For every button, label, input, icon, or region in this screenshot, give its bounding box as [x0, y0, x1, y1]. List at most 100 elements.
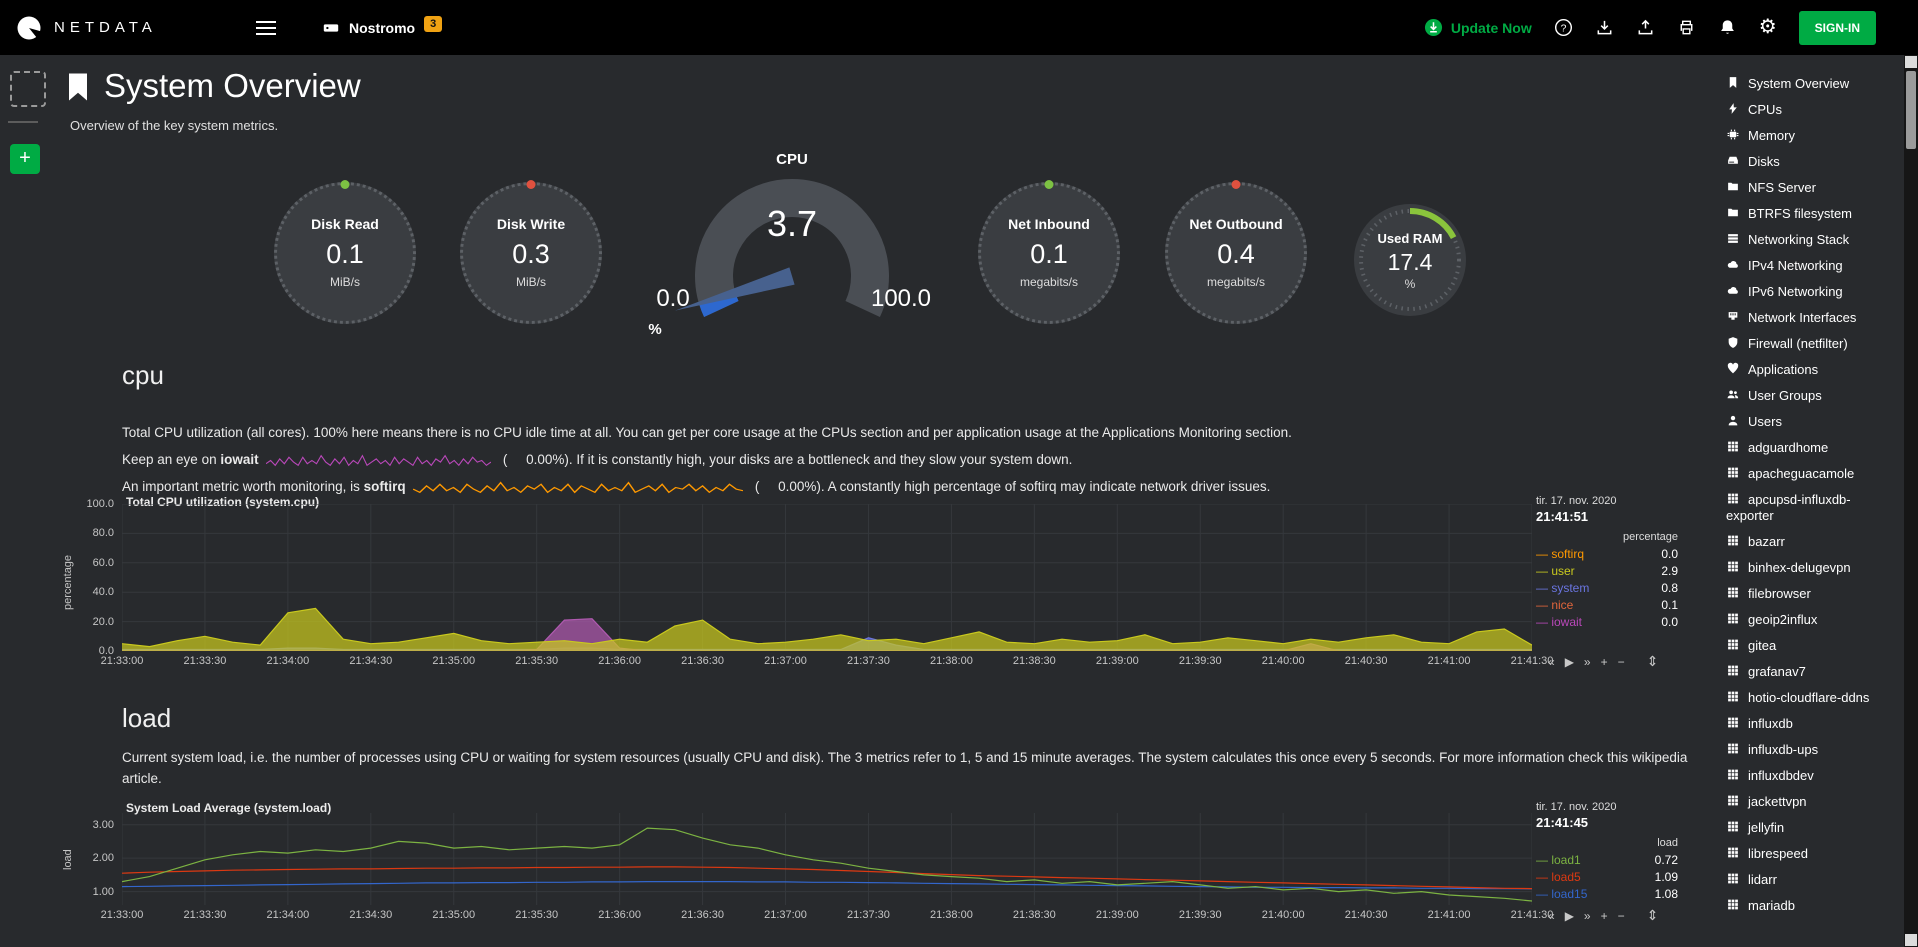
add-button[interactable]: + — [10, 144, 40, 174]
sign-in-button[interactable]: SIGN-IN — [1798, 10, 1876, 45]
heart-icon — [1726, 362, 1740, 375]
chart-plot-area[interactable] — [122, 813, 1532, 905]
sidebar-item-nfs-server[interactable]: NFS Server — [1712, 175, 1918, 201]
cpu-utilization-chart[interactable]: Total CPU utilization (system.cpu) perce… — [0, 495, 1712, 685]
sidebar-item-apacheguacamole[interactable]: apacheguacamole — [1712, 461, 1918, 487]
gear-icon[interactable]: ⚙ — [1758, 16, 1777, 38]
menu-icon[interactable] — [256, 20, 276, 35]
scroll-up-button[interactable] — [1905, 56, 1917, 68]
resize-handle[interactable]: ⇕ — [1646, 907, 1659, 923]
softirq-sparkline[interactable] — [412, 480, 744, 495]
update-now-button[interactable]: Update Now — [1424, 18, 1532, 37]
sidebar-item-influxdb[interactable]: influxdb — [1712, 711, 1918, 737]
sidebar-item-system-overview[interactable]: System Overview — [1712, 71, 1918, 97]
sidebar-item-jellyfin[interactable]: jellyfin — [1712, 815, 1918, 841]
netdata-logo — [17, 16, 42, 39]
grid-icon — [1726, 690, 1740, 703]
sidebar-item-binhex-delugevpn[interactable]: binhex-delugevpn — [1712, 555, 1918, 581]
help-icon[interactable]: ? — [1554, 18, 1573, 37]
play-button[interactable]: ▶ — [1564, 654, 1574, 669]
export-icon[interactable] — [1636, 18, 1655, 37]
sidebar-item-geoip2influx[interactable]: geoip2influx — [1712, 607, 1918, 633]
highlight-selection-box[interactable] — [10, 71, 46, 107]
x-tick-label: 21:37:30 — [847, 909, 890, 921]
sidebar-item-librespeed[interactable]: librespeed — [1712, 841, 1918, 867]
sidebar-item-lidarr[interactable]: lidarr — [1712, 867, 1918, 893]
import-icon[interactable] — [1595, 18, 1614, 37]
cpu-gauge-title: CPU — [776, 151, 808, 168]
sidebar-item-network-interfaces[interactable]: Network Interfaces — [1712, 305, 1918, 331]
resize-handle[interactable]: ⇕ — [1646, 653, 1659, 669]
sidebar-item-influxdb-ups[interactable]: influxdb-ups — [1712, 737, 1918, 763]
brand[interactable]: NETDATA — [0, 15, 232, 41]
grid-icon — [1726, 716, 1740, 729]
iowait-sparkline[interactable] — [266, 453, 492, 468]
net-inbound-gauge[interactable]: Net Inbound 0.1 megabits/s — [978, 180, 1120, 324]
sidebar-item-user-groups[interactable]: User Groups — [1712, 383, 1918, 409]
legend-entry-softirq[interactable]: — softirq 0.0 — [1536, 547, 1678, 561]
used-ram-gauge[interactable]: Used RAM 17.4 % — [1354, 204, 1466, 316]
sidebar-item-filebrowser[interactable]: filebrowser — [1712, 581, 1918, 607]
scroll-down-button[interactable] — [1905, 934, 1917, 946]
sidebar-item-ipv4-networking[interactable]: IPv4 Networking — [1712, 253, 1918, 279]
cpu-gauge-min: 0.0 — [656, 285, 690, 312]
sidebar-item-networking-stack[interactable]: Networking Stack — [1712, 227, 1918, 253]
pan-backward-button[interactable]: « — [1548, 654, 1555, 669]
play-button[interactable]: ▶ — [1564, 908, 1574, 923]
grid-icon — [1726, 768, 1740, 781]
sidebar-item-jackettvpn[interactable]: jackettvpn — [1712, 789, 1918, 815]
zoom-out-button[interactable]: − — [1617, 908, 1625, 923]
sidebar-item-ipv6-networking[interactable]: IPv6 Networking — [1712, 279, 1918, 305]
sidebar-item-gitea[interactable]: gitea — [1712, 633, 1918, 659]
sidebar-item-grafanav7[interactable]: grafanav7 — [1712, 659, 1918, 685]
x-tick-label: 21:37:30 — [847, 655, 890, 667]
x-tick-label: 21:34:30 — [349, 655, 393, 667]
load-average-chart[interactable]: System Load Average (system.load) load 1… — [0, 801, 1712, 931]
print-icon[interactable] — [1677, 18, 1696, 37]
grid-icon — [1726, 612, 1740, 625]
sidebar-item-firewall-netfilter-[interactable]: Firewall (netfilter) — [1712, 331, 1918, 357]
zoom-in-button[interactable]: + — [1600, 654, 1608, 669]
y-tick-label: 1.00 — [92, 885, 114, 898]
sidebar-item-adguardhome[interactable]: adguardhome — [1712, 435, 1918, 461]
cpu-intro-line: Total CPU utilization (all cores). 100% … — [122, 425, 1292, 440]
y-tick-label: 40.0 — [92, 586, 114, 599]
sidebar-item-influxdbdev[interactable]: influxdbdev — [1712, 763, 1918, 789]
legend-entry-iowait[interactable]: — iowait 0.0 — [1536, 615, 1678, 629]
legend-entry-user[interactable]: — user 2.9 — [1536, 564, 1678, 578]
legend-entry-load15[interactable]: — load15 1.08 — [1536, 887, 1678, 901]
chart-plot-area[interactable] — [122, 504, 1532, 651]
sidebar-item-apcupsd-influxdb-exporter[interactable]: apcupsd-influxdb-exporter — [1726, 492, 1851, 523]
y-tick-label: 0.0 — [98, 645, 114, 657]
sidebar-item-disks[interactable]: Disks — [1712, 149, 1918, 175]
disk-write-gauge[interactable]: Disk Write 0.3 MiB/s — [460, 180, 602, 324]
main-content: + System Overview Overview of the key sy… — [0, 55, 1712, 947]
zoom-out-button[interactable]: − — [1617, 654, 1625, 669]
bell-icon[interactable] — [1718, 18, 1737, 37]
cpu-gauge[interactable] — [642, 161, 942, 331]
sidebar-item-applications[interactable]: Applications — [1712, 357, 1918, 383]
legend-entry-system[interactable]: — system 0.8 — [1536, 581, 1678, 595]
page-scrollbar[interactable] — [1904, 55, 1918, 947]
sidebar-item-users[interactable]: Users — [1712, 409, 1918, 435]
disk-read-gauge[interactable]: Disk Read 0.1 MiB/s — [274, 180, 416, 324]
pan-forward-button[interactable]: » — [1583, 908, 1591, 923]
pan-backward-button[interactable]: « — [1548, 908, 1555, 923]
alarm-badge[interactable]: 3 — [424, 15, 443, 32]
legend-entry-nice[interactable]: — nice 0.1 — [1536, 598, 1678, 612]
sidebar-item-bazarr[interactable]: bazarr — [1712, 529, 1918, 555]
zoom-in-button[interactable]: + — [1600, 908, 1608, 923]
sidebar-item-mariadb[interactable]: mariadb — [1712, 893, 1918, 919]
x-tick-label: 21:39:30 — [1178, 909, 1222, 921]
legend-entry-load5[interactable]: — load5 1.09 — [1536, 870, 1678, 884]
chip-icon — [1726, 128, 1740, 141]
legend-entry-load1[interactable]: — load1 0.72 — [1536, 853, 1678, 867]
scrollbar-thumb[interactable] — [1906, 71, 1916, 149]
net-outbound-gauge[interactable]: Net Outbound 0.4 megabits/s — [1165, 180, 1307, 324]
pan-forward-button[interactable]: » — [1583, 654, 1591, 669]
sidebar-item-btrfs-filesystem[interactable]: BTRFS filesystem — [1712, 201, 1918, 227]
sidebar-item-memory[interactable]: Memory — [1712, 123, 1918, 149]
sidebar-item-cpus[interactable]: CPUs — [1712, 97, 1918, 123]
host-selector[interactable]: Nostromo 3 — [322, 15, 443, 37]
sidebar-item-hotio-cloudflare-ddns[interactable]: hotio-cloudflare-ddns — [1712, 685, 1918, 711]
